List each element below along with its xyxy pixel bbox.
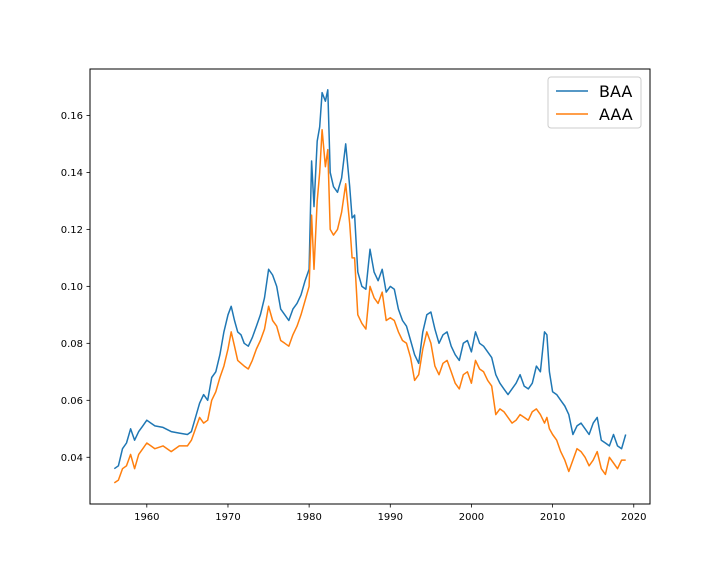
series-line-baa bbox=[113, 89, 627, 470]
legend-label-aaa: AAA bbox=[599, 105, 633, 124]
x-tick-label: 2010 bbox=[540, 512, 565, 523]
y-tick-label: 0.06 bbox=[61, 396, 83, 407]
y-tick-label: 0.16 bbox=[61, 111, 83, 122]
x-tick-label: 2020 bbox=[621, 512, 646, 523]
x-tick-label: 2000 bbox=[459, 512, 484, 523]
legend-box bbox=[547, 76, 642, 129]
plot-area bbox=[89, 68, 651, 505]
y-tick-label: 0.08 bbox=[61, 339, 83, 350]
legend-label-baa: BAA bbox=[599, 82, 632, 101]
legend: BAA AAA bbox=[547, 76, 642, 129]
y-tick-label: 0.12 bbox=[61, 225, 83, 236]
y-tick-label: 0.14 bbox=[61, 168, 83, 179]
y-axis: 0.04 0.06 0.08 0.10 0.12 0.14 0.16 bbox=[61, 111, 90, 464]
y-tick-label: 0.04 bbox=[61, 453, 83, 464]
series-line-aaa bbox=[113, 128, 626, 484]
x-tick-label: 1960 bbox=[134, 512, 159, 523]
y-tick-label: 0.10 bbox=[61, 282, 83, 293]
x-tick-label: 1980 bbox=[296, 512, 321, 523]
x-tick-label: 1990 bbox=[378, 512, 403, 523]
x-tick-label: 1970 bbox=[215, 512, 240, 523]
series-layer bbox=[113, 89, 627, 484]
x-axis: 1960 1970 1980 1990 2000 2010 2020 bbox=[134, 504, 646, 523]
